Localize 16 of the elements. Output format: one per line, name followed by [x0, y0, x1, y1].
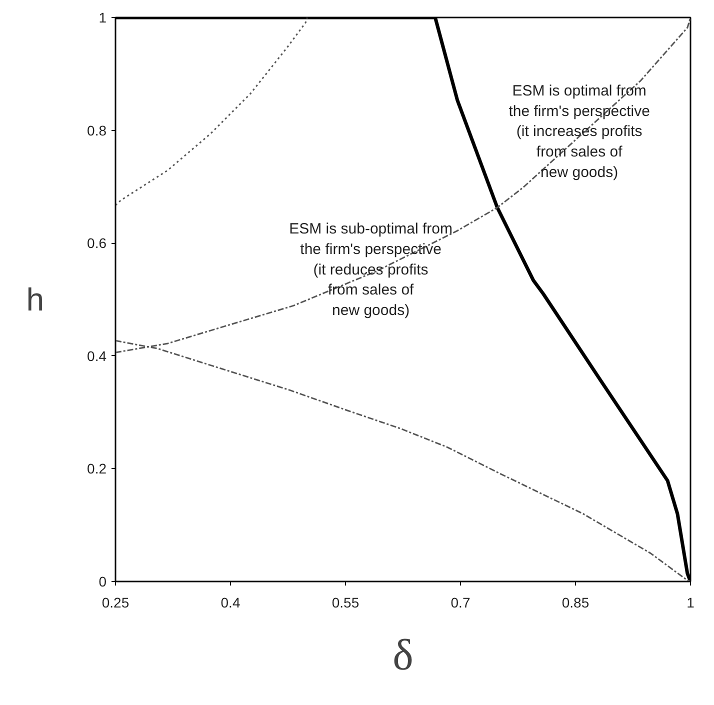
x-tick-label: 0.7 [450, 594, 470, 610]
x-tick-label: 1 [686, 594, 695, 610]
y-tick-label: 0.4 [87, 348, 107, 364]
y-tick-label: 0.6 [87, 235, 107, 252]
y-tick-label: 0 [98, 574, 107, 590]
y-tick-label: 1 [98, 10, 107, 26]
y-tick-label: 0.2 [87, 460, 107, 477]
x-tick-label: 0.85 [562, 594, 590, 610]
x-tick-label: 0.55 [332, 594, 360, 610]
x-tick-label: 0.25 [102, 594, 130, 610]
x-axis-title: δ [392, 630, 414, 680]
x-tick-label: 0.4 [220, 594, 240, 610]
y-tick-label: 0.8 [87, 122, 107, 138]
y-axis-title: h [26, 282, 44, 318]
line-series [116, 18, 308, 206]
annotation: ESM is optimal from the firm's perspective (it increases profits from sales of new goods) [508, 82, 650, 181]
